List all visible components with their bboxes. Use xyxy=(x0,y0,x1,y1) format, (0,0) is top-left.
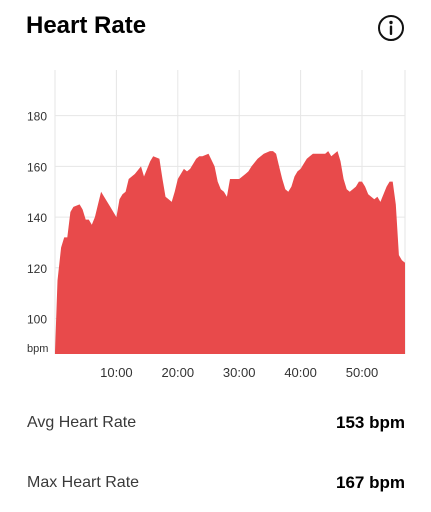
info-button[interactable] xyxy=(377,14,405,42)
info-circle-icon xyxy=(378,15,404,41)
y-tick-label: 180 xyxy=(27,110,47,124)
y-tick-label: 120 xyxy=(27,262,47,276)
x-tick-label: 20:00 xyxy=(162,365,195,380)
x-tick-label: 40:00 xyxy=(284,365,317,380)
heart-rate-chart: 100 120 140 160 180 bpm 10:00 20:00 30:00 40:00… xyxy=(27,70,406,380)
avg-heart-rate-row: Avg Heart Rate 153 bpm xyxy=(27,411,405,435)
x-tick-label: 10:00 xyxy=(100,365,133,380)
y-axis-unit-label: bpm xyxy=(27,343,48,355)
avg-heart-rate-value: 153 bpm xyxy=(336,413,405,432)
y-axis-tick-labels: 100 120 140 160 180 xyxy=(27,110,47,327)
y-tick-label: 160 xyxy=(27,160,47,174)
y-tick-label: 100 xyxy=(27,313,47,327)
heart-rate-area xyxy=(55,151,405,354)
page-title: Heart Rate xyxy=(26,12,147,39)
x-axis-tick-labels: 10:00 20:00 30:00 40:00 50:00 xyxy=(100,365,378,380)
max-heart-rate-row: Max Heart Rate 167 bpm xyxy=(27,471,405,495)
max-heart-rate-label: Max Heart Rate xyxy=(27,474,140,491)
x-tick-label: 50:00 xyxy=(346,365,379,380)
x-tick-label: 30:00 xyxy=(223,365,256,380)
y-tick-label: 140 xyxy=(27,211,47,225)
avg-heart-rate-label: Avg Heart Rate xyxy=(27,414,137,431)
max-heart-rate-value: 167 bpm xyxy=(336,473,405,492)
